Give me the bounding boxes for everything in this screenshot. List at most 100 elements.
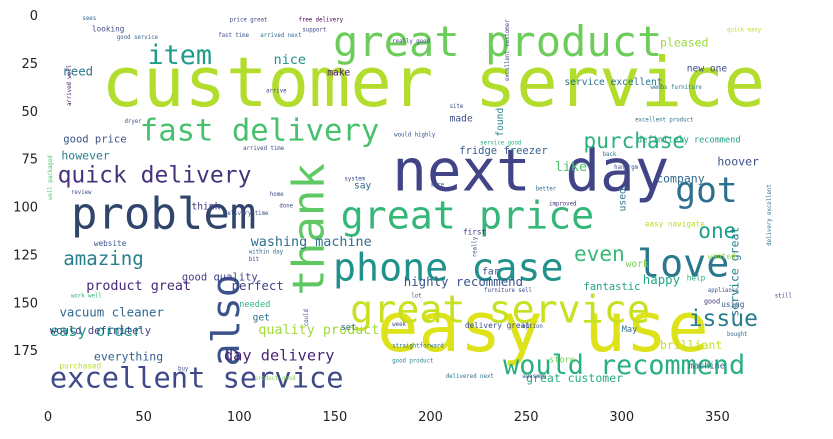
word-excellent-customer: excellent customer: [505, 19, 511, 81]
word-problem: problem: [71, 189, 256, 240]
x-tick-label: 200: [418, 410, 443, 425]
word-improved: improved: [549, 202, 576, 208]
word-arrived-next: arrived next: [260, 33, 301, 39]
x-tick-label: 50: [135, 410, 152, 425]
word-phone-case: phone case: [333, 245, 564, 290]
x-axis: 0 50 100 150 200 250 300 350: [44, 410, 730, 425]
word-purchase: purchase: [584, 128, 686, 153]
word-help: help: [687, 273, 706, 282]
y-tick-label: 75: [21, 153, 38, 168]
word-delivered-next: delivered next: [446, 374, 494, 380]
word-excellent-service: excellent service: [50, 361, 344, 395]
word-think: think: [191, 201, 220, 212]
word-review: review: [71, 190, 92, 196]
word-handrgm: handrgm: [614, 165, 639, 171]
word-service-great: service great: [727, 227, 741, 317]
word-using: using: [721, 300, 744, 309]
word-customer-service: customer service: [102, 43, 766, 123]
x-tick-label: 0: [44, 410, 52, 425]
word-hoover: hoover: [717, 154, 759, 168]
word-back: back: [603, 152, 617, 158]
word-fantastic: fantastic: [584, 281, 641, 293]
y-tick-label: 125: [13, 248, 38, 263]
word-say: say: [354, 180, 372, 191]
y-tick-label: 100: [13, 201, 38, 216]
y-tick-label: 25: [21, 57, 38, 72]
word-fast-delivery: fast delivery: [140, 113, 379, 148]
word-amazing: amazing: [63, 247, 143, 270]
word-easy-use: easy use: [377, 288, 709, 368]
word-great-customer: great customer: [526, 371, 623, 385]
x-tick-label: 100: [227, 410, 252, 425]
word-store: store: [549, 356, 575, 366]
word-happy: happy: [643, 272, 680, 287]
word-buy: buy: [178, 366, 189, 372]
y-tick-label: 0: [30, 9, 38, 24]
word-new-one: new one: [687, 64, 728, 75]
word-really: really: [472, 236, 478, 257]
word-site: site: [450, 104, 464, 110]
word-better: better: [536, 186, 557, 192]
word-could: could: [304, 309, 310, 326]
plot-area: customer service easy use next day great pr…: [48, 16, 813, 399]
word-within-day: within day: [249, 249, 284, 255]
word-delivery-excellent: delivery excellent: [767, 184, 773, 246]
word-day-delivery: day delivery: [224, 347, 335, 365]
word-everything: everything: [94, 350, 163, 364]
y-tick-label: 175: [13, 344, 38, 359]
x-tick-label: 300: [609, 410, 634, 425]
word-good-quality: good quality: [182, 271, 258, 283]
word-service-good: service good: [480, 140, 521, 146]
word-dryer: dryer: [125, 119, 143, 125]
word-looking: looking: [92, 24, 124, 33]
word-found: found: [495, 108, 506, 137]
word-get: get: [253, 312, 270, 323]
word-website: website: [94, 239, 127, 248]
word-definitely-recommend: definitely recommend: [637, 135, 740, 145]
word-set: set: [341, 323, 357, 333]
word-item: item: [147, 40, 212, 71]
word-highly-recommend: highly recommend: [404, 274, 523, 289]
word-fridge-freezer: fridge freezer: [459, 145, 548, 157]
word-service-excellent: service excellent: [564, 77, 662, 88]
word-got: got: [675, 171, 737, 211]
word-excellent-product: excellent product: [635, 117, 693, 123]
y-tick-label: 50: [21, 105, 38, 120]
word-next-day: next day: [392, 137, 669, 204]
word-work: work: [626, 259, 649, 270]
word-pleased: pleased: [660, 36, 708, 50]
word-awesome: awesome: [522, 374, 547, 380]
word-fast-time: fast time: [218, 33, 249, 39]
word-machine: machine: [689, 361, 725, 371]
y-axis: 0 25 50 75 100 125 150 175: [13, 9, 38, 359]
word-support: support: [302, 27, 326, 33]
word-company: company: [656, 172, 705, 186]
word-perfect: perfect: [232, 278, 284, 293]
word-arrived-time: arrived time: [243, 146, 285, 152]
word-arrive: arrive: [266, 89, 287, 95]
word-vacuum-cleaner: vacuum cleaner: [59, 305, 163, 320]
word-far: far: [482, 267, 500, 278]
word-week: week: [392, 322, 406, 328]
word-home: home: [270, 192, 284, 198]
word-needed: needed: [239, 300, 270, 310]
word-done: done: [279, 204, 293, 210]
word-used: used: [618, 188, 629, 211]
word-brilliant: brilliant: [660, 338, 722, 352]
word-free-delivery: free delivery: [299, 18, 344, 24]
axes-background: [48, 16, 813, 399]
word-quick-easy: quick easy: [727, 27, 762, 33]
word-arrived-well: arrived well: [67, 65, 73, 106]
word-wanted: wanted: [708, 252, 736, 261]
word-great-product: great product: [333, 17, 662, 66]
word-straightforward: straightforward: [392, 343, 443, 349]
word-good: good: [704, 297, 720, 305]
word-like: like: [555, 160, 587, 175]
word-however: however: [61, 149, 110, 163]
word-issue: issue: [689, 306, 758, 332]
word-even: even: [574, 241, 625, 266]
word-bought: bought: [727, 332, 748, 338]
word-love: love: [637, 241, 729, 286]
word-easy-navigate: easy navigate: [645, 220, 706, 229]
